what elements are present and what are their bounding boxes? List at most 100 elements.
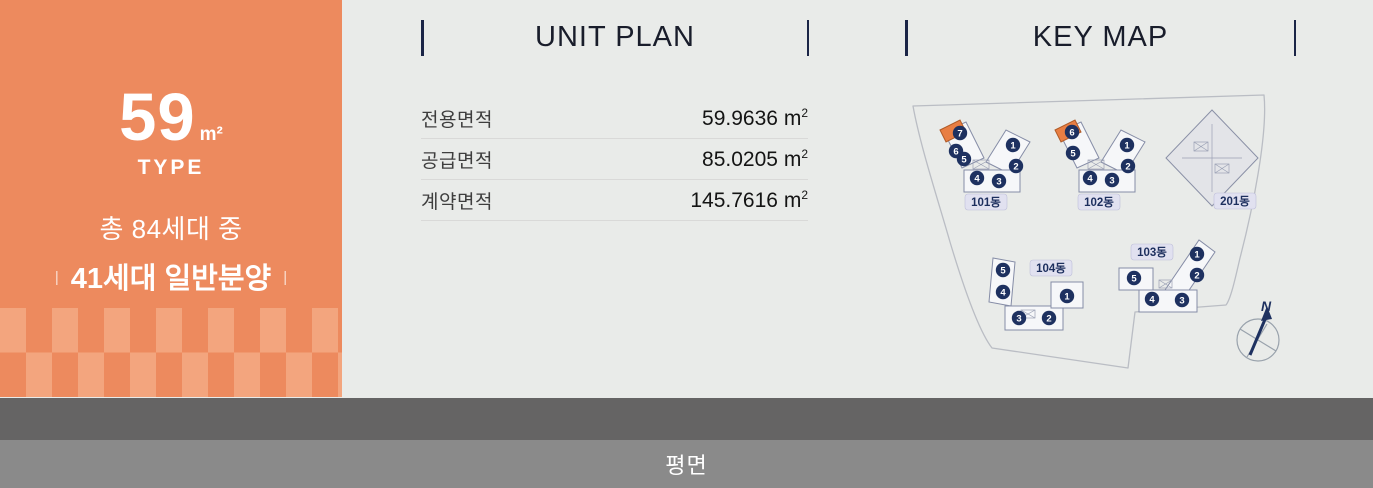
- area-table: 전용면적 59.9636 m2 공급면적 85.0205 m2 계약면적 145…: [421, 98, 808, 221]
- unit-marker-104-3: 3: [1011, 310, 1027, 326]
- core-detail-rect: [1193, 141, 1209, 152]
- sale-households-text: | 41세대 일반분양 |: [0, 255, 342, 297]
- table-row: 계약면적 145.7616 m2: [421, 180, 808, 221]
- unit-number-circle: [1120, 158, 1136, 174]
- core-detail-rect: [972, 159, 990, 170]
- unit-marker-102-3: 3: [1104, 172, 1120, 188]
- unit-marker-102-4: 4: [1082, 170, 1098, 186]
- unit-number-text: 4: [1087, 173, 1093, 184]
- building-label: 102동: [1084, 196, 1114, 209]
- section-label: 평면: [665, 453, 708, 478]
- key-map-header: KEY MAP: [905, 19, 1296, 56]
- unit-size: 59 m²: [0, 84, 342, 151]
- unit-marker-104-1: 1: [1059, 288, 1075, 304]
- unit-number-text: 2: [1194, 270, 1199, 281]
- unit-number-circle: [1064, 124, 1080, 140]
- unit-number-text: 4: [974, 173, 980, 184]
- bottom-dark-strip: [0, 398, 1373, 440]
- compass: N: [1236, 298, 1280, 362]
- unit-number-circle: [995, 284, 1011, 300]
- unit-number-text: 6: [1069, 127, 1074, 138]
- building-footprint: [985, 129, 1031, 175]
- unit-number-text: 2: [1013, 161, 1018, 172]
- core-detail-rect: [1087, 159, 1105, 170]
- building-label-pill: [1029, 259, 1073, 277]
- unit-marker-103-4: 4: [1144, 291, 1160, 307]
- unit-size-number: 59: [119, 80, 196, 155]
- building-label-pill: [964, 193, 1008, 211]
- unit-number-circle: [956, 151, 972, 167]
- unit-marker-104-2: 2: [1041, 310, 1057, 326]
- table-row: 전용면적 59.9636 m2: [421, 98, 808, 139]
- unit-number-circle: [1005, 137, 1021, 153]
- compass-arrowhead: [1261, 306, 1272, 321]
- building-label-pill: [1130, 243, 1174, 261]
- header-right-bar: [806, 19, 809, 56]
- type-panel-content: 59 m² TYPE 총 84세대 중 | 41세대 일반분양 |: [0, 84, 342, 297]
- unit-number-circle: [1126, 270, 1142, 286]
- unit-marker-104-4: 4: [995, 284, 1011, 300]
- unit-marker-102-5: 5: [1065, 145, 1081, 161]
- building-label-pill: [1213, 192, 1257, 210]
- unit-number-circle: [1082, 170, 1098, 186]
- unit-marker-101-5: 5: [956, 151, 972, 167]
- unit-plan-header: UNIT PLAN: [421, 19, 809, 56]
- compass-circle: [1236, 318, 1280, 362]
- area-row-label: 계약면적: [421, 191, 493, 213]
- unit-number-text: 6: [953, 146, 958, 157]
- area-row-label: 공급면적: [421, 150, 493, 172]
- unit-number-circle: [1144, 291, 1160, 307]
- building-101: 7 65 1 2 4 3: [939, 119, 1031, 193]
- unit-marker-103-5: 5: [1126, 270, 1142, 286]
- unit-marker-102-1: 1: [1119, 137, 1135, 153]
- unit-number-text: 3: [1109, 175, 1114, 186]
- core-detail-cross: [1193, 141, 1209, 152]
- right-divider-bar: |: [283, 268, 288, 286]
- table-row: 공급면적 85.0205 m2: [421, 139, 808, 180]
- unit-number-text: 1: [1064, 291, 1070, 302]
- header-left-bar: [421, 19, 424, 56]
- unit-number-circle: [1119, 137, 1135, 153]
- unit-size-unit: m²: [199, 124, 223, 145]
- area-row-label: 전용면적: [421, 109, 493, 131]
- unit-number-circle: [1041, 310, 1057, 326]
- unit-number-text: 3: [1016, 313, 1021, 324]
- unit-marker-102-6: 6: [1064, 124, 1080, 140]
- building-label: 104동: [1036, 262, 1066, 275]
- unit-marker-101-2: 2: [1008, 158, 1024, 174]
- area-row-value: 145.7616 m2: [690, 187, 808, 212]
- area-row-value: 85.0205 m2: [702, 146, 808, 171]
- unit-number-text: 3: [1179, 295, 1184, 306]
- unit-number-text: 3: [996, 176, 1001, 187]
- unit-marker-101-7: 7: [952, 125, 968, 141]
- type-panel: 59 m² TYPE 총 84세대 중 | 41세대 일반분양 |: [0, 0, 342, 397]
- type-label: TYPE: [137, 156, 205, 179]
- compass-needle: [1248, 316, 1268, 356]
- core-detail-cross: [1087, 159, 1105, 170]
- core-detail-cross: [1158, 279, 1173, 289]
- unit-marker-103-3: 3: [1174, 292, 1190, 308]
- unit-number-circle: [1189, 246, 1205, 262]
- building-201: [1165, 109, 1259, 207]
- unit-number-text: 7: [957, 128, 962, 139]
- unit-marker-104-5: 5: [995, 262, 1011, 278]
- unit-number-circle: [1011, 310, 1027, 326]
- total-households-text: 총 84세대 중: [99, 214, 243, 244]
- unit-number-text: 5: [961, 154, 967, 165]
- unit-number-circle: [991, 173, 1007, 189]
- unit-number-text: 2: [1046, 313, 1051, 324]
- unit-marker-101-3: 3: [991, 173, 1007, 189]
- unit-marker-101-1: 1: [1005, 137, 1021, 153]
- unit-number-circle: [1189, 267, 1205, 283]
- unit-number-text: 4: [1149, 294, 1155, 305]
- header-left-bar: [905, 19, 908, 56]
- unit-number-circle: [969, 170, 985, 186]
- checkerboard-pattern: [0, 308, 342, 397]
- key-map-title: KEY MAP: [1032, 21, 1169, 53]
- header-right-bar: [1293, 19, 1296, 56]
- unit-marker-103-1: 1: [1189, 246, 1205, 262]
- building-label: 201동: [1220, 195, 1250, 208]
